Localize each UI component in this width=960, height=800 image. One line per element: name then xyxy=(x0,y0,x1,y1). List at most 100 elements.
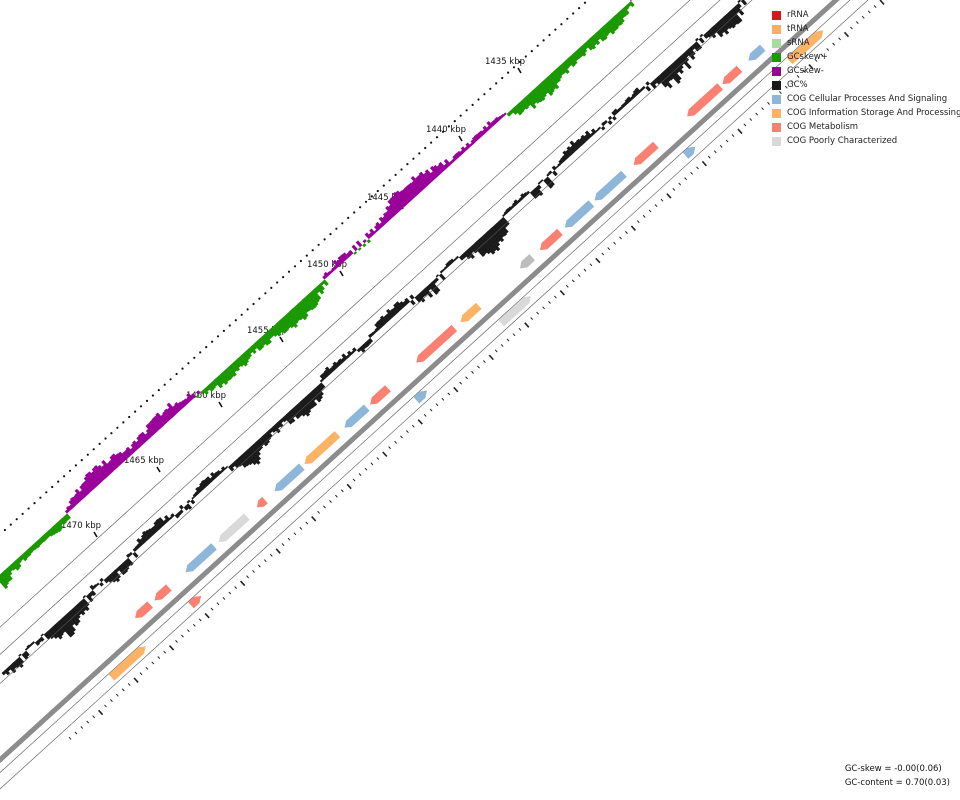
gc-skew-negative-bar xyxy=(323,271,330,278)
gc-content-bar xyxy=(607,120,613,125)
gc-skew-positive-bar xyxy=(13,559,22,569)
gc-content-bar xyxy=(652,79,658,85)
outer-tick xyxy=(329,500,332,503)
gc-content-bar xyxy=(136,542,142,548)
gc-skew-positive-bar xyxy=(293,305,308,321)
gc-skew-negative-bar xyxy=(65,505,72,512)
outer-tick xyxy=(696,166,699,170)
gc-skew-positive-bar xyxy=(268,327,278,337)
gc-skew-negative-bar xyxy=(351,244,358,252)
genome-stats: GC-skew = -0.00(0.06) GC-content = 0.70(0… xyxy=(845,762,950,790)
scale-tick xyxy=(518,60,522,64)
gc-content-bar xyxy=(178,504,184,510)
gc-skew-negative-bar xyxy=(326,271,332,276)
outer-tick xyxy=(121,688,125,692)
gc-content-bar xyxy=(378,318,386,326)
gc-skew-positive-bar xyxy=(277,319,290,332)
gc-skew-positive-bar xyxy=(559,63,570,74)
outer-tick xyxy=(536,311,540,315)
gc-content-bar xyxy=(385,313,393,320)
gc-skew-negative-bar xyxy=(172,404,181,413)
gc-content-bar xyxy=(414,295,422,303)
gc-content-bar xyxy=(324,366,333,375)
gc-content-bar xyxy=(12,660,20,669)
outer-tick xyxy=(607,247,611,251)
outer-tick xyxy=(565,284,569,288)
gc-content-bar xyxy=(37,638,42,644)
gc-skew-negative-bar xyxy=(333,264,338,270)
outer-tick xyxy=(654,204,658,208)
gc-skew-positive-bar xyxy=(29,545,35,552)
gc-skew-positive-bar xyxy=(209,382,216,390)
legend-swatch xyxy=(772,136,781,146)
gc-content-bar xyxy=(601,121,606,127)
gc-skew-negative-bar xyxy=(392,191,407,207)
scale-tick xyxy=(122,421,125,424)
gc-content-bar xyxy=(680,53,690,62)
gc-skew-negative-bar xyxy=(490,120,496,127)
gc-skew-negative-bar xyxy=(486,121,494,129)
scale-tick xyxy=(329,233,332,236)
scale-tick xyxy=(465,109,468,112)
gc-content-bar xyxy=(510,204,515,209)
gc-content-bar xyxy=(314,386,324,397)
outer-tick xyxy=(855,21,859,25)
gc-skew-positive-bar xyxy=(306,293,319,307)
scale-tick xyxy=(388,179,391,182)
gc-skew-negative-bar xyxy=(438,161,447,171)
gc-skew-negative-bar xyxy=(401,188,414,201)
gc-skew-negative-bar xyxy=(130,443,139,452)
scale-tick xyxy=(145,399,149,402)
outer-tick xyxy=(388,446,392,450)
gc-content-bar xyxy=(77,602,87,612)
gc-skew-negative-bar xyxy=(183,398,190,405)
gc-content-bar xyxy=(128,551,133,556)
gc-content-bar xyxy=(517,198,522,203)
gc-skew-positive-bar xyxy=(240,354,250,364)
scale-tick xyxy=(412,157,415,160)
outer-tick xyxy=(240,580,246,587)
outer-tick xyxy=(352,478,356,482)
legend-swatch xyxy=(772,38,781,48)
gc-skew-positive-bar xyxy=(510,107,518,115)
gc-skew-positive-bar xyxy=(202,388,209,395)
outer-tick xyxy=(376,457,380,460)
gc-content-bar xyxy=(323,369,331,377)
scale-tick xyxy=(163,383,166,386)
gc-skew-positive-bar xyxy=(275,321,287,334)
gc-content-bar xyxy=(623,101,628,107)
gc-content-bar xyxy=(8,664,17,674)
gc-content-bar xyxy=(359,346,366,353)
outer-tick xyxy=(808,64,814,70)
scale-tick-label: 1455 kbp xyxy=(247,326,287,336)
scale-tick xyxy=(441,130,445,133)
legend-item: COG Metabolism xyxy=(772,120,960,134)
gc-content-bar xyxy=(492,224,505,238)
gc-content-bar xyxy=(665,67,681,84)
gc-skew-positive-bar xyxy=(60,517,67,525)
outer-tick xyxy=(719,144,723,148)
gc-skew-positive-bar xyxy=(539,81,554,96)
outer-tick xyxy=(370,462,374,466)
gc-skew-positive-bar xyxy=(573,51,581,60)
scale-tick xyxy=(447,125,450,128)
gc-skew-negative-bar xyxy=(452,154,458,161)
gc-skew-negative-bar xyxy=(79,484,90,496)
gc-content-bar xyxy=(190,499,196,505)
gc-content-bar xyxy=(444,265,448,270)
gc-skew-negative-bar xyxy=(364,232,372,240)
scale-tick xyxy=(157,389,160,392)
gc-skew-negative-bar xyxy=(91,467,105,482)
gc-skew-positive-bar xyxy=(522,97,531,107)
outer-tick xyxy=(678,182,682,186)
gc-content-bar xyxy=(194,490,200,496)
gc-content-bar xyxy=(121,561,130,571)
gc-content-bar xyxy=(439,269,444,274)
outer-tick xyxy=(477,365,480,369)
scale-tick xyxy=(205,346,208,349)
gc-content-bar xyxy=(239,454,250,467)
gc-skew-positive-bar xyxy=(595,31,606,42)
gc-skew-negative-bar xyxy=(399,190,412,203)
gc-content-bar xyxy=(537,181,542,185)
gc-content-bar xyxy=(409,294,415,300)
